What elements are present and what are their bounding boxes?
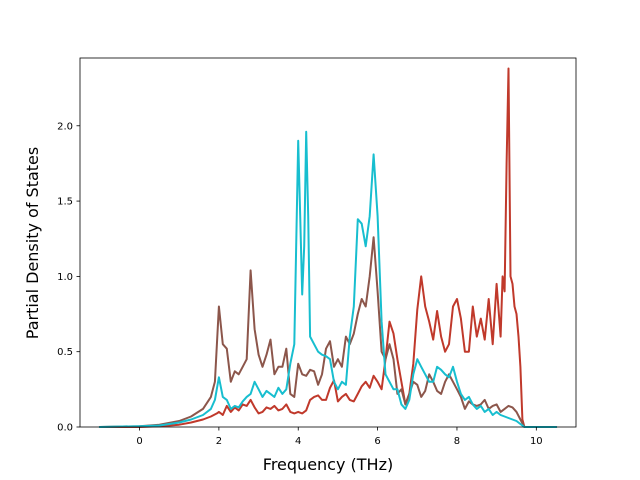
series-line-2 (98, 236, 558, 428)
plot-frame (79, 57, 577, 428)
x-tick-label: 2 (216, 436, 222, 447)
x-axis-label: Frequency (THz) (263, 455, 393, 474)
x-tick-label: 0 (136, 436, 142, 447)
y-tick-label: 1.0 (57, 272, 73, 283)
x-tick-label: 8 (454, 436, 460, 447)
x-tick-label: 6 (374, 436, 380, 447)
series-line-1 (98, 67, 558, 428)
x-tick-label: 10 (530, 436, 543, 447)
x-tick-label: 4 (295, 436, 301, 447)
y-tick-label: 0.5 (57, 347, 73, 358)
series-line-3 (98, 130, 558, 428)
y-tick-label: 1.5 (57, 197, 73, 208)
y-tick-label: 0.0 (57, 423, 73, 434)
series-layer (98, 67, 558, 428)
y-tick-label: 2.0 (57, 121, 73, 132)
axes-layer: 0 2 4 6 8 10 0.0 0.5 1.0 1.5 2.0 (57, 57, 577, 447)
y-axis-label: Partial Density of States (23, 147, 42, 339)
